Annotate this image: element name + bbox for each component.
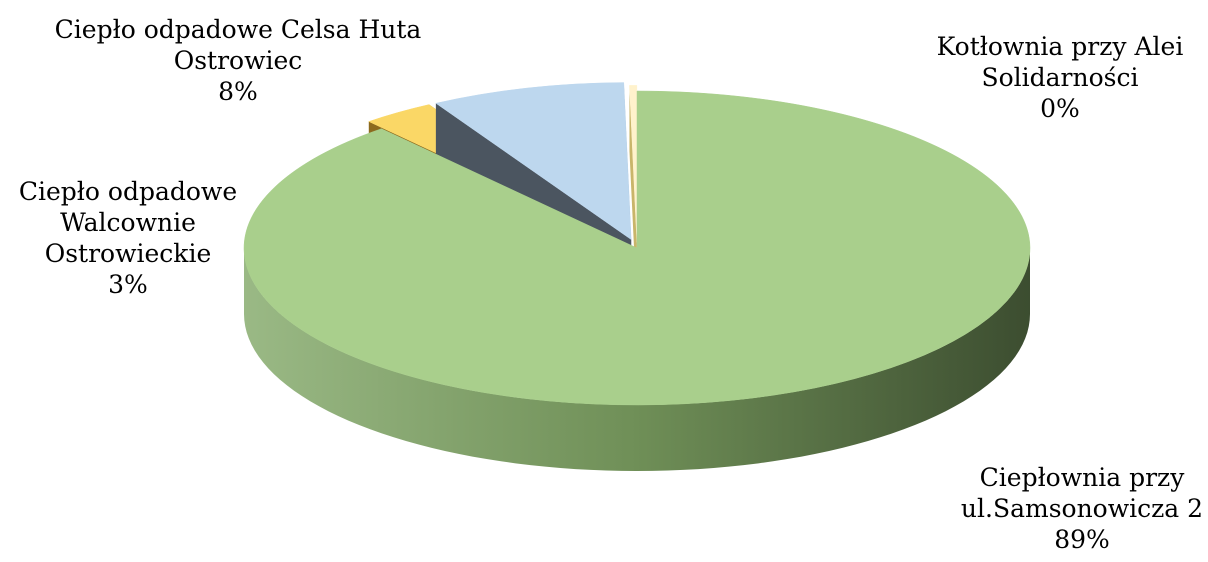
slice-label: Ciepło odpadowe Walcownie Ostrowieckie 3% [19, 177, 237, 299]
slice-value-label: 89% [1054, 525, 1110, 554]
slice-name-label: Ciepło odpadowe [19, 177, 237, 206]
slice-name-label: Ciepło odpadowe Celsa Huta [55, 15, 422, 44]
slice-name-label: Walcownie [60, 208, 196, 237]
slice-name-label: Solidarności [981, 63, 1138, 92]
slice-name-label: Ostrowiec [174, 46, 303, 75]
pie-slice-side [244, 247, 1030, 471]
pie-slice-top [435, 82, 632, 241]
slice-name-label: ul.Samsonowicza 2 [961, 494, 1203, 523]
slice-label: Ciepło odpadowe Celsa Huta Ostrowiec 8% [55, 15, 422, 106]
slice-name-label: Ciepłownia przy [980, 463, 1186, 492]
pie-slice [243, 90, 1031, 471]
pie-slice-top [629, 85, 638, 243]
slice-name-label: Ostrowieckie [45, 239, 212, 268]
slice-value-label: 0% [1040, 94, 1080, 123]
pie-slice-top [243, 90, 1031, 406]
slice-label: Kotłownia przy Alei Solidarności 0% [937, 32, 1184, 123]
slice-value-label: 3% [108, 270, 148, 299]
slice-label: Ciepłownia przy ul.Samsonowicza 2 89% [961, 463, 1203, 554]
slice-value-label: 8% [218, 77, 258, 106]
slice-name-label: Kotłownia przy Alei [937, 32, 1184, 61]
